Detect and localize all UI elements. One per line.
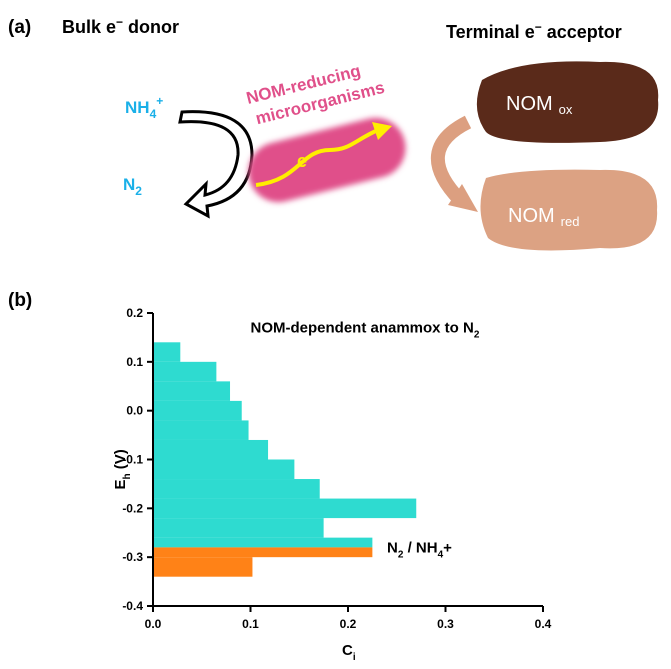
y-tick-label: 0.2 (126, 306, 143, 320)
y-tick-label: -0.2 (122, 501, 143, 515)
x-tick-label: 0.2 (340, 617, 357, 631)
text: 4 (150, 107, 157, 121)
bar (153, 362, 216, 382)
acceptor-title: Terminal e− acceptor (446, 20, 622, 42)
x-tick-label: 0.0 (145, 617, 162, 631)
organism-label: NOM-reducingmicroorganisms (244, 56, 386, 129)
annotation: NOM-dependent anammox to N2 (251, 320, 480, 341)
text: E (112, 479, 129, 489)
text: red (561, 214, 580, 229)
text: NOM-dependent anammox to N (251, 320, 474, 337)
text: Terminal e (446, 22, 535, 42)
conversion-arrow (180, 112, 252, 216)
text: (V) (112, 449, 129, 473)
y-tick-label: 0.1 (126, 355, 143, 369)
text: − (535, 20, 542, 34)
bar (153, 460, 294, 480)
nh4-label: NH4+ (125, 94, 163, 121)
bar (153, 479, 320, 499)
text: i (353, 652, 356, 663)
bar (153, 381, 230, 401)
text: NH (125, 98, 150, 117)
text: 2 (135, 184, 142, 198)
donor-title: Bulk e− donor (62, 15, 179, 37)
y-tick-label: -0.3 (122, 550, 143, 564)
electron-label: e (297, 151, 307, 171)
text: + (156, 94, 163, 108)
text: C (342, 642, 353, 659)
y-tick-label: 0.0 (126, 404, 143, 418)
text: Bulk e (62, 17, 116, 37)
panel-label: (a) (8, 17, 31, 38)
bar (153, 557, 252, 577)
x-tick-label: 0.4 (535, 617, 552, 631)
text: donor (123, 17, 179, 37)
bar (153, 538, 372, 548)
text: ox (559, 102, 573, 117)
text: − (116, 15, 123, 29)
x-tick-label: 0.3 (437, 617, 454, 631)
nom-red-shape (480, 170, 657, 251)
text: acceptor (542, 22, 622, 42)
x-axis-title: Ci (342, 642, 356, 663)
text: 2 (474, 330, 480, 341)
text: NOM (506, 93, 553, 115)
text: / NH (403, 539, 437, 556)
page: {"panel_a": { "label": "(a)", "donor_tit… (0, 0, 671, 669)
bar (153, 518, 324, 538)
bar (153, 499, 416, 519)
text: + (443, 539, 452, 556)
bar (153, 401, 242, 421)
bar (153, 440, 268, 460)
annotation: N2 / NH4+ (387, 539, 452, 560)
figure: (a) Bulk e− donor Terminal e− acceptor N… (0, 0, 671, 669)
bar (153, 342, 180, 362)
n2-label: N2 (123, 175, 142, 198)
text: NOM (508, 205, 555, 227)
y-tick-label: -0.4 (122, 599, 143, 613)
bar (153, 547, 372, 557)
panel-label: (b) (8, 290, 32, 311)
text: N (123, 175, 135, 194)
x-tick-label: 0.1 (242, 617, 259, 631)
text: N (387, 539, 398, 556)
bar (153, 420, 249, 440)
